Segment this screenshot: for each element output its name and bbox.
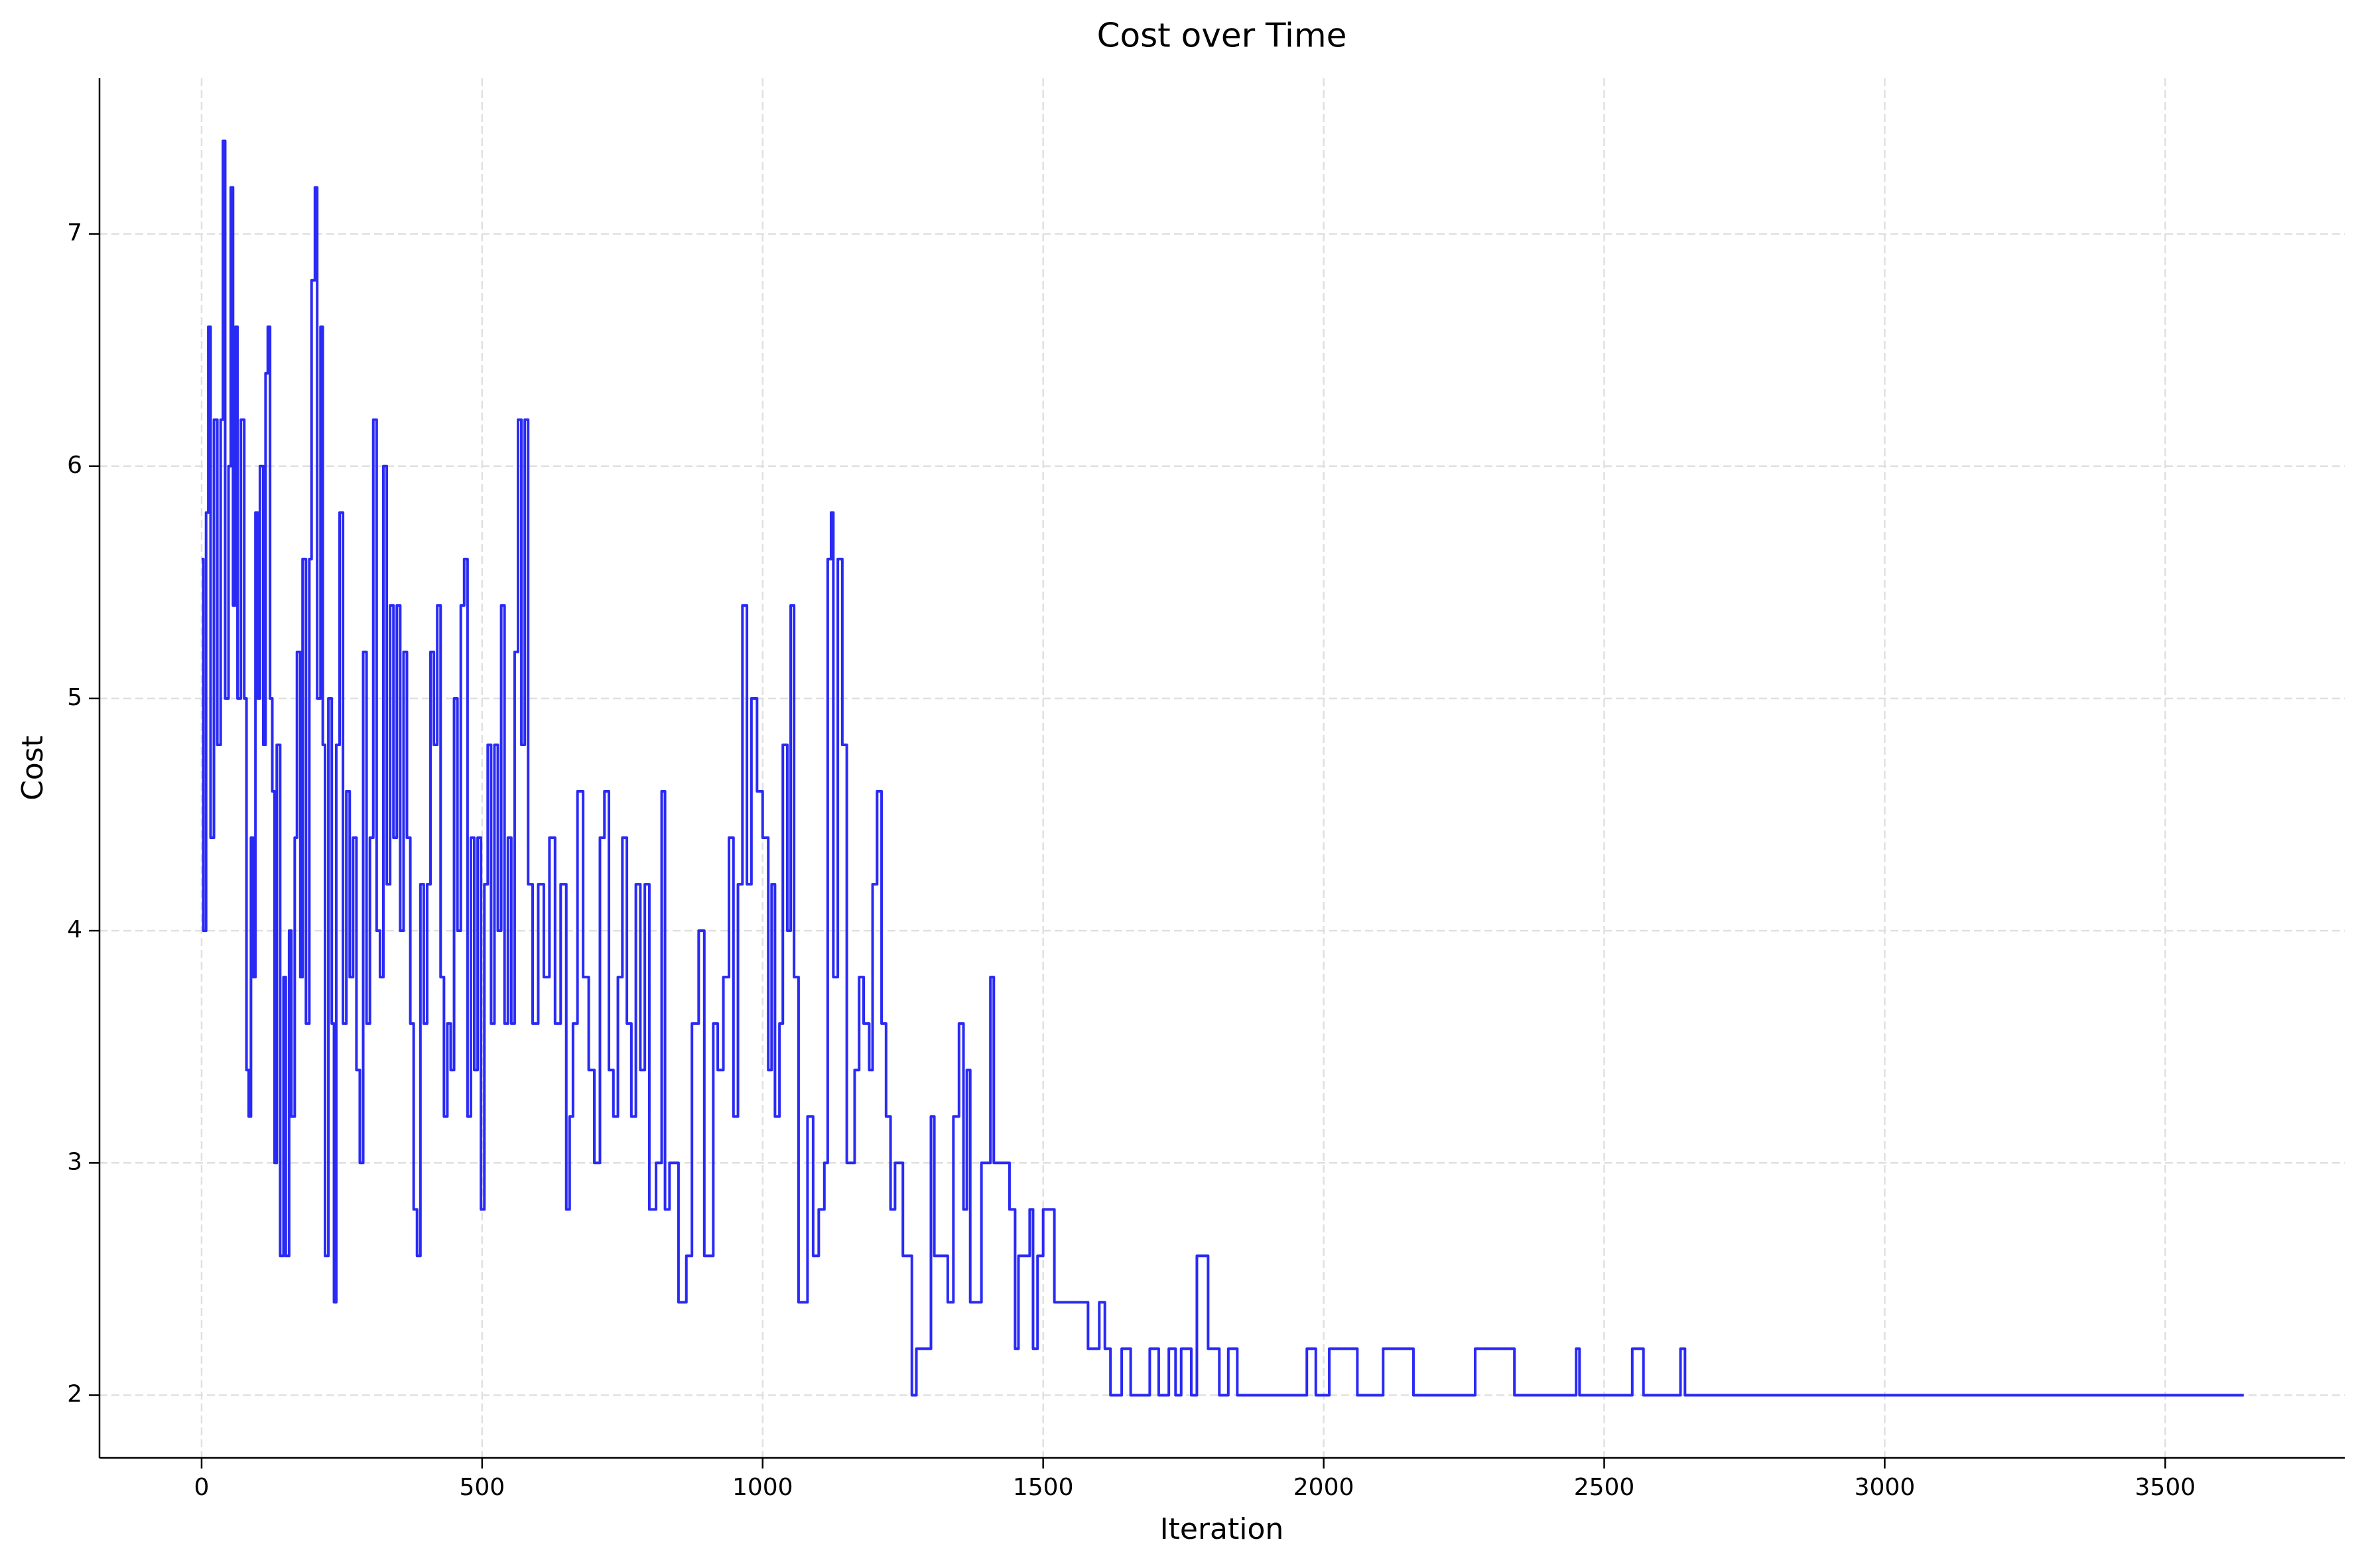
x-tick-label: 1000 xyxy=(732,1474,793,1501)
line-series xyxy=(201,139,2244,1397)
x-tick-label: 0 xyxy=(194,1474,209,1501)
x-tick-label: 3000 xyxy=(1855,1474,1916,1501)
y-tick-label: 6 xyxy=(67,452,82,479)
y-tick-label: 5 xyxy=(67,684,82,711)
x-tick-label: 500 xyxy=(459,1474,505,1501)
y-tick-label: 7 xyxy=(67,220,82,247)
x-tick-label: 1500 xyxy=(1013,1474,1074,1501)
chart-title: Cost over Time xyxy=(1097,17,1347,55)
x-axis-label: Iteration xyxy=(1160,1512,1284,1546)
y-tick-label: 4 xyxy=(67,916,82,943)
y-tick-label: 3 xyxy=(67,1148,82,1175)
y-tick-label: 2 xyxy=(67,1380,82,1407)
y-axis-label: Cost xyxy=(16,736,50,801)
x-tick-label: 2500 xyxy=(1574,1474,1635,1501)
x-tick-label: 2000 xyxy=(1293,1474,1354,1501)
x-tick-label: 3500 xyxy=(2135,1474,2196,1501)
